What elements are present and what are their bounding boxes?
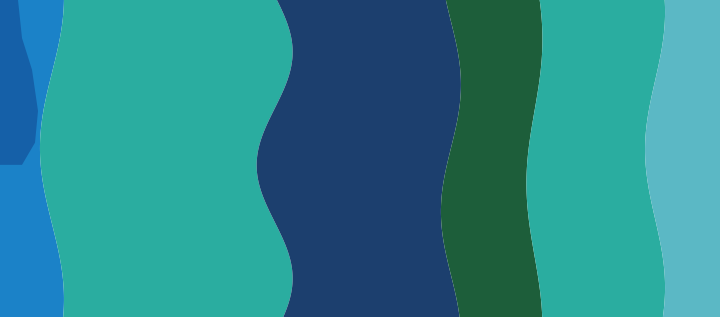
Polygon shape bbox=[441, 0, 542, 317]
Polygon shape bbox=[645, 0, 720, 317]
Polygon shape bbox=[526, 0, 665, 317]
Polygon shape bbox=[0, 0, 64, 317]
Polygon shape bbox=[256, 0, 461, 317]
Polygon shape bbox=[0, 0, 38, 165]
Polygon shape bbox=[40, 0, 292, 317]
